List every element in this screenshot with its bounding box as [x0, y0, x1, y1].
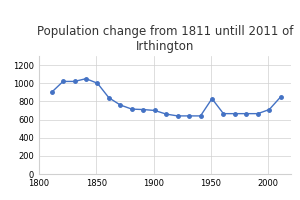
Title: Population change from 1811 untill 2011 of
Irthington: Population change from 1811 untill 2011 …	[37, 25, 293, 53]
